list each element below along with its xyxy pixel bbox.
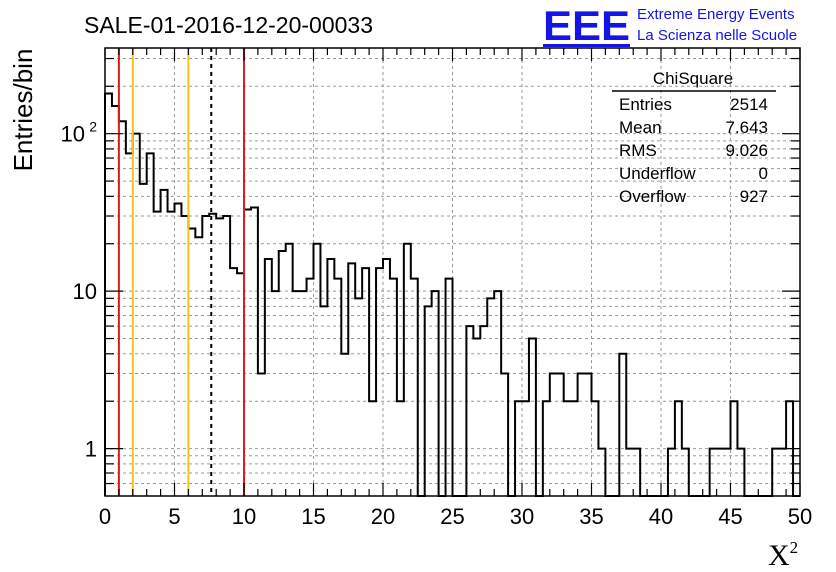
stats-label: Underflow	[619, 164, 696, 183]
logo-letters: EEE	[543, 2, 630, 49]
run-title: SALE-01-2016-12-20-00033	[84, 12, 373, 38]
y-tick-label: 10	[61, 122, 85, 147]
logo-line-1: Extreme Energy Events	[637, 6, 795, 23]
x-tick-label: 45	[718, 504, 742, 529]
x-tick-label: 40	[649, 504, 673, 529]
logo-underline	[543, 44, 630, 47]
x-axis-label: X2	[768, 538, 798, 572]
stats-value: 927	[740, 187, 768, 206]
reference-lines	[117, 48, 245, 496]
x-tick-label: 5	[168, 504, 180, 529]
x-tick-label: 20	[371, 504, 395, 529]
stats-label: Entries	[619, 95, 672, 114]
stats-value: 7.643	[725, 118, 768, 137]
y-tick-label: 10	[73, 279, 97, 304]
logo-line-2: La Scienza nelle Scuole	[637, 27, 797, 44]
x-tick-label: 25	[440, 504, 464, 529]
x-tick-label: 30	[510, 504, 534, 529]
x-tick-label: 10	[232, 504, 256, 529]
x-tick-label: 15	[301, 504, 325, 529]
stats-box: ChiSquare Entries 2514 Mean 7.643 RMS 9.…	[612, 69, 776, 206]
stats-value: 9.026	[725, 141, 768, 160]
y-axis-label: Entries/bin	[8, 49, 38, 172]
stats-label: Overflow	[619, 187, 687, 206]
y-tick-label: 1	[85, 437, 97, 462]
x-axis-label-superscript: 2	[790, 538, 799, 557]
stats-title: ChiSquare	[653, 69, 733, 88]
x-axis-label-base: X	[768, 539, 790, 572]
y-tick-label-exponent: 2	[89, 119, 97, 135]
stats-label: RMS	[619, 141, 657, 160]
x-tick-label: 35	[579, 504, 603, 529]
stats-label: Mean	[619, 118, 662, 137]
stats-value: 0	[759, 164, 768, 183]
stats-value: 2514	[730, 95, 768, 114]
eee-logo: EEE Extreme Energy Events La Scienza nel…	[543, 2, 797, 49]
x-tick-label: 50	[788, 504, 812, 529]
x-tick-label: 0	[99, 504, 111, 529]
